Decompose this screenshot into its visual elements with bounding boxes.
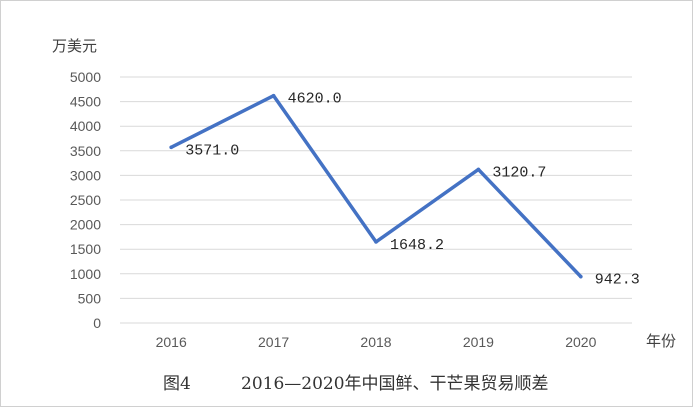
y-tick-label: 2500 [70,192,101,208]
y-tick-label: 4500 [70,94,101,110]
data-point [271,93,276,98]
data-point [374,240,378,244]
data-label: 1648.2 [390,237,444,254]
y-tick-label: 1500 [70,241,101,257]
data-label: 942.3 [595,272,640,289]
y-axis-ticks: 0 500 1000 1500 2000 2500 3000 3500 4000 4500 5000 [70,69,101,331]
x-tick-label: 2020 [565,334,596,350]
x-tick-label: 2018 [360,334,391,350]
data-label: 3571.0 [185,142,239,159]
data-label: 4620.0 [288,91,342,108]
y-tick-label: 500 [78,290,102,306]
y-tick-label: 3000 [70,167,101,183]
chart-caption: 2016—2020年中国鲜、干芒果贸易顺差 [241,374,549,394]
y-tick-label: 3500 [70,143,101,159]
data-label: 3120.7 [492,164,546,181]
x-tick-label: 2016 [156,334,187,350]
data-point [169,145,173,150]
data-point [579,274,583,279]
y-tick-label: 1000 [70,266,101,282]
y-tick-label: 2000 [70,217,101,233]
x-tick-label: 2019 [463,334,494,350]
x-axis-title: 年份 [646,332,676,350]
series-group [169,93,583,279]
figure-label: 图4 [163,374,191,394]
data-labels: 3571.0 4620.0 1648.2 3120.7 942.3 [185,91,640,289]
x-axis-ticks: 2016 2017 2018 2019 2020 [156,334,597,350]
y-tick-label: 5000 [70,69,101,85]
y-axis-title: 万美元 [52,37,97,55]
x-tick-label: 2017 [258,334,289,350]
gridlines [120,76,632,324]
y-tick-label: 0 [93,315,101,331]
y-tick-label: 4000 [70,118,101,134]
data-point [476,167,481,172]
